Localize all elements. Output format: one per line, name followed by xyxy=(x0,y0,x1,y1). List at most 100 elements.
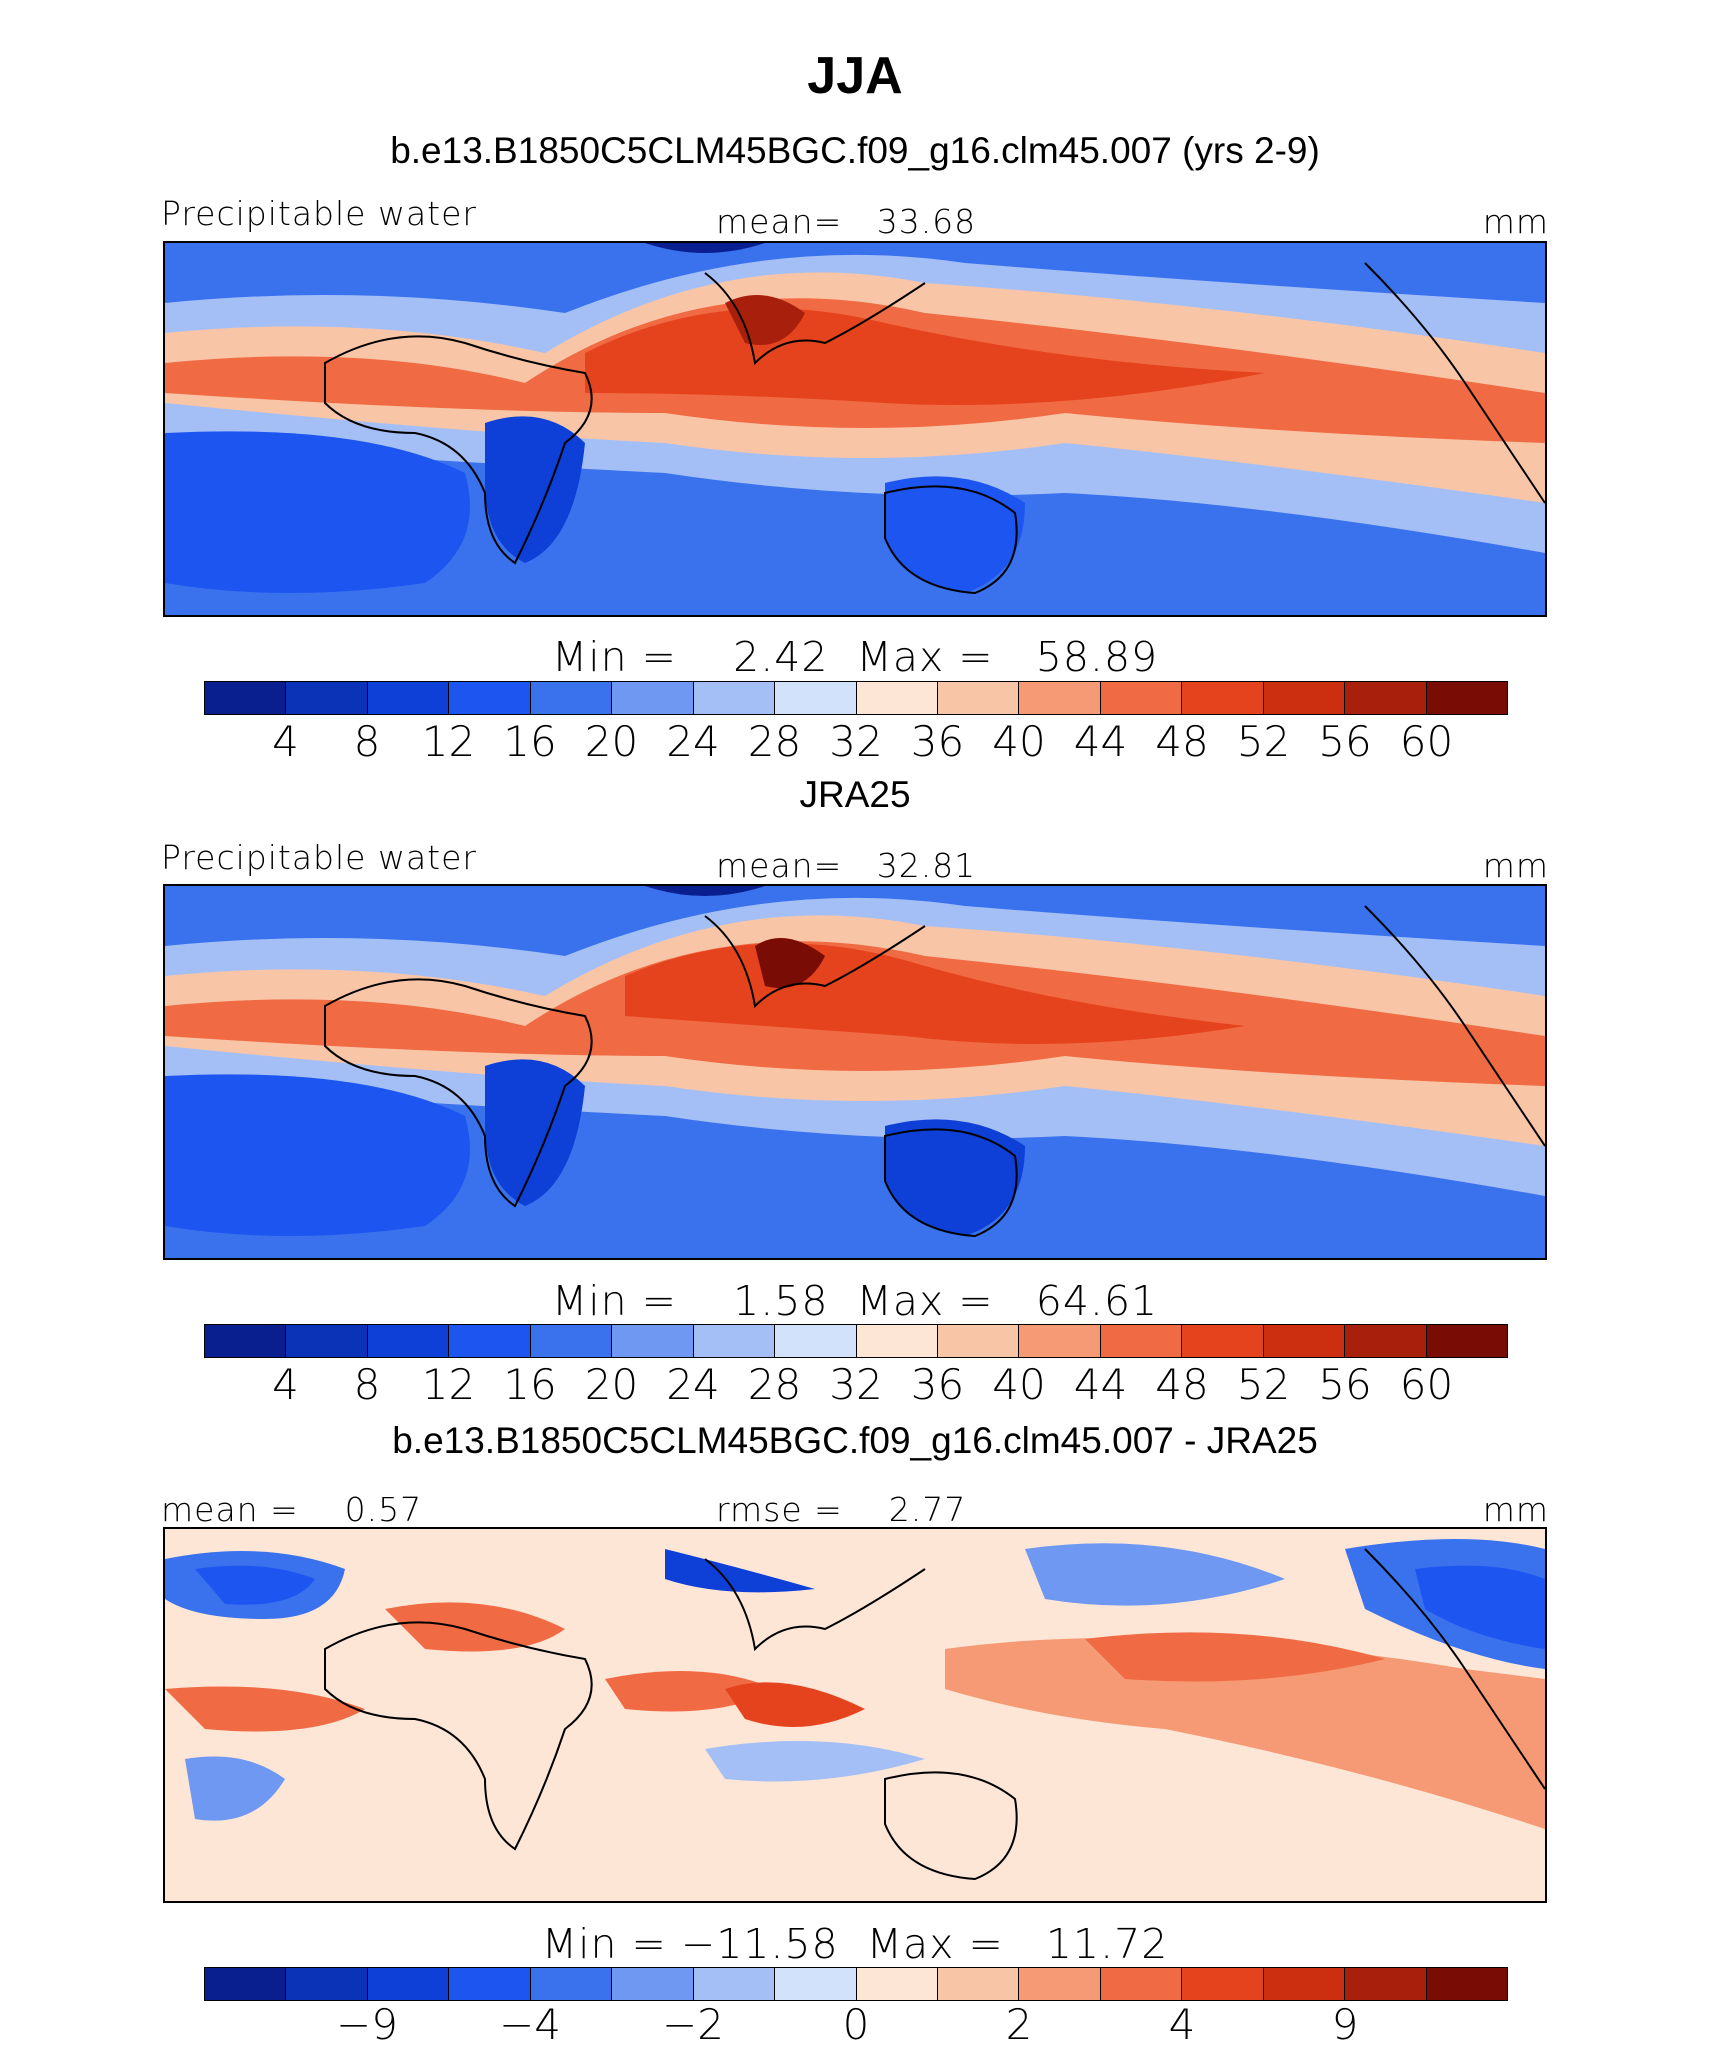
colorbar-swatch xyxy=(205,682,287,714)
colorbar-tick-label: 9 xyxy=(1331,2000,1359,2049)
panel-1-variable-label: Precipitable water xyxy=(161,194,477,233)
colorbar-swatch xyxy=(1182,1968,1264,2000)
colorbar-tick-label: 56 xyxy=(1318,717,1372,766)
panel-3-rmse-label: rmse = 2.77 xyxy=(716,1490,967,1529)
colorbar-swatch xyxy=(286,1968,368,2000)
colorbar-tick-label: 0 xyxy=(842,2000,870,2049)
colorbar-swatch xyxy=(367,682,450,714)
panel-2-variable-label: Precipitable water xyxy=(161,838,477,877)
colorbar-swatch xyxy=(775,1968,857,2000)
colorbar-swatch xyxy=(937,682,1020,714)
colorbar-swatch xyxy=(286,1325,368,1357)
colorbar-tick-label: 24 xyxy=(666,1360,720,1409)
panel-1-subtitle: b.e13.B1850C5CLM45BGC.f09_g16.clm45.007 … xyxy=(390,130,1320,171)
colorbar-swatch xyxy=(205,1325,287,1357)
colorbar-swatch xyxy=(1426,1325,1507,1357)
colorbar-tick-label: 52 xyxy=(1236,1360,1291,1409)
colorbar-tick-label: 4 xyxy=(272,1360,299,1409)
colorbar-tick-label: 48 xyxy=(1155,717,1209,766)
colorbar-swatch xyxy=(1019,1325,1101,1357)
colorbar-swatch xyxy=(449,1325,531,1357)
panel-3-units-label: mm xyxy=(1482,1490,1549,1529)
colorbar-tick-label: 4 xyxy=(272,717,299,766)
colorbar-swatch xyxy=(1100,682,1183,714)
panel-2-map xyxy=(163,884,1547,1260)
colorbar-tick-label: −9 xyxy=(336,2000,398,2049)
colorbar-swatch xyxy=(775,682,857,714)
colorbar-swatch xyxy=(856,1325,938,1357)
panel-3-subtitle: b.e13.B1850C5CLM45BGC.f09_g16.clm45.007 … xyxy=(392,1420,1318,1461)
colorbar-swatch xyxy=(449,1968,531,2000)
panel-3-colorbar-ticks: −9 −4 −2 0 2 4 9 xyxy=(204,2000,1508,2050)
colorbar-swatch xyxy=(1263,682,1346,714)
colorbar-swatch xyxy=(856,682,938,714)
colorbar-tick-label: 20 xyxy=(584,1360,639,1409)
colorbar-tick-label: 20 xyxy=(584,717,639,766)
colorbar-swatch xyxy=(449,682,531,714)
colorbar-tick-label: 40 xyxy=(992,1360,1046,1409)
colorbar-swatch xyxy=(530,682,613,714)
colorbar-tick-label: 12 xyxy=(421,717,476,766)
colorbar-tick-label: 44 xyxy=(1073,1360,1128,1409)
colorbar-swatch xyxy=(937,1968,1020,2000)
colorbar-tick-label: 60 xyxy=(1399,1360,1454,1409)
colorbar-tick-label: 56 xyxy=(1318,1360,1372,1409)
colorbar-tick-label: 16 xyxy=(503,717,557,766)
colorbar-tick-label: 36 xyxy=(910,717,965,766)
panel-1-colorbar xyxy=(204,681,1508,715)
panel-2-subtitle: JRA25 xyxy=(799,774,911,815)
panel-1-units-label: mm xyxy=(1482,202,1549,241)
colorbar-swatch xyxy=(1263,1968,1346,2000)
colorbar-swatch xyxy=(286,682,368,714)
panel-1-colorbar-ticks: 4 8 12 16 20 24 28 32 36 40 44 48 52 56 60 xyxy=(204,717,1508,767)
colorbar-swatch xyxy=(1263,1325,1346,1357)
colorbar-swatch xyxy=(693,1968,776,2000)
colorbar-tick-label: 28 xyxy=(747,1360,802,1409)
panel-3-mean-label: mean = 0.57 xyxy=(161,1490,423,1529)
colorbar-tick-label: 8 xyxy=(353,717,381,766)
colorbar-tick-label: 60 xyxy=(1399,717,1454,766)
colorbar-tick-label: 32 xyxy=(829,717,883,766)
colorbar-swatch xyxy=(693,682,776,714)
panel-2-colorbar xyxy=(204,1324,1508,1358)
panel-2-units-label: mm xyxy=(1482,846,1549,885)
colorbar-swatch xyxy=(612,682,694,714)
colorbar-tick-label: 16 xyxy=(503,1360,557,1409)
panel-1-map xyxy=(163,241,1547,617)
colorbar-tick-label: 36 xyxy=(910,1360,965,1409)
colorbar-swatch xyxy=(612,1325,694,1357)
colorbar-swatch xyxy=(367,1968,450,2000)
colorbar-swatch xyxy=(1345,1325,1427,1357)
colorbar-swatch xyxy=(205,1968,287,2000)
colorbar-tick-label: 24 xyxy=(666,717,720,766)
colorbar-tick-label: 52 xyxy=(1236,717,1291,766)
colorbar-tick-label: 48 xyxy=(1155,1360,1209,1409)
colorbar-tick-label: 44 xyxy=(1073,717,1128,766)
panel-1-minmax: Min = 2.42 Max = 58.89 xyxy=(551,633,1159,681)
colorbar-swatch xyxy=(1345,1968,1427,2000)
panel-2-minmax: Min = 1.58 Max = 64.61 xyxy=(551,1277,1159,1325)
colorbar-swatch xyxy=(367,1325,450,1357)
colorbar-swatch xyxy=(1426,1968,1507,2000)
panel-3-colorbar xyxy=(204,1967,1508,2001)
colorbar-tick-label: 8 xyxy=(353,1360,381,1409)
colorbar-swatch xyxy=(1019,682,1101,714)
colorbar-tick-label: 28 xyxy=(747,717,802,766)
colorbar-tick-label: 12 xyxy=(421,1360,476,1409)
colorbar-swatch xyxy=(612,1968,694,2000)
colorbar-swatch xyxy=(775,1325,857,1357)
panel-3-minmax: Min = −11.58 Max = 11.72 xyxy=(541,1920,1169,1968)
panel-3-map xyxy=(163,1527,1547,1903)
colorbar-tick-label: 32 xyxy=(829,1360,883,1409)
colorbar-swatch xyxy=(937,1325,1020,1357)
colorbar-tick-label: −2 xyxy=(662,2000,724,2049)
colorbar-swatch xyxy=(1100,1968,1183,2000)
panel-2-colorbar-ticks: 4 8 12 16 20 24 28 32 36 40 44 48 52 56 60 xyxy=(204,1360,1508,1410)
colorbar-tick-label: 2 xyxy=(1005,2000,1033,2049)
panel-1-mean-label: mean= 33.68 xyxy=(716,202,977,241)
panel-2-mean-label: mean= 32.81 xyxy=(716,846,977,885)
colorbar-tick-label: −4 xyxy=(499,2000,561,2049)
colorbar-swatch xyxy=(1182,682,1264,714)
colorbar-tick-label: 4 xyxy=(1168,2000,1196,2049)
figure-title: JJA xyxy=(807,47,903,105)
